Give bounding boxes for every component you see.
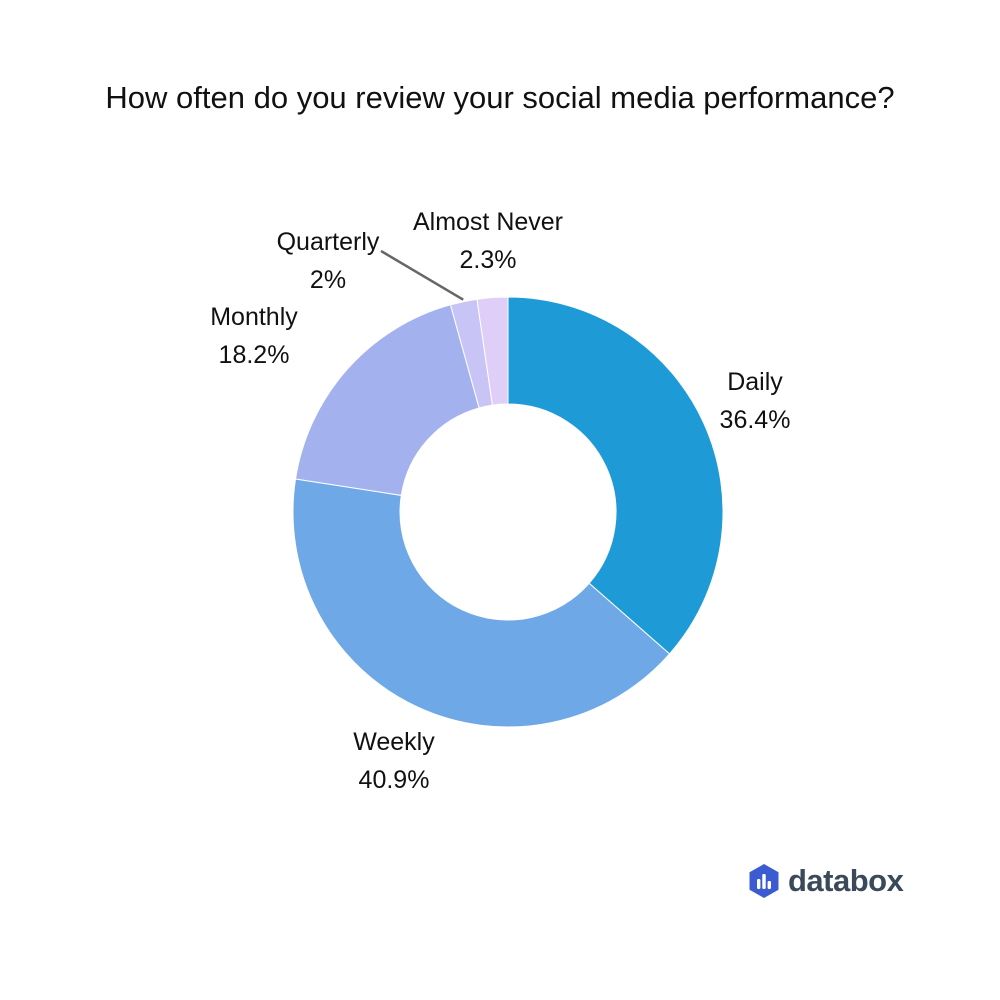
slice-almost-never [476, 296, 509, 406]
brand-logo: databox [748, 862, 904, 900]
slice-labels: Daily 36.4% Weekly 40.9% Monthly 18.2% Quarter… [210, 208, 790, 794]
brand-name: databox [788, 863, 904, 898]
slice-label-weekly: Weekly [353, 728, 435, 756]
slice-value-daily: 36.4% [720, 406, 791, 434]
leader-lines [380, 249, 464, 301]
donut-slices [292, 296, 724, 728]
chart-title: How often do you review your social medi… [105, 80, 895, 115]
slice-label-daily: Daily [727, 368, 783, 396]
slice-value-monthly: 18.2% [219, 341, 290, 369]
slice-label-quarterly: Quarterly [277, 228, 380, 256]
leader-line-quarterly [380, 249, 464, 301]
slice-daily [507, 296, 724, 655]
slice-label-monthly: Monthly [210, 303, 298, 331]
slice-value-almost-never: 2.3% [460, 246, 517, 274]
databox-logo-icon [749, 864, 779, 898]
slice-weekly [292, 478, 671, 728]
slice-value-quarterly: 2% [310, 266, 346, 294]
slice-monthly [294, 304, 480, 496]
slice-label-almost-never: Almost Never [413, 208, 563, 236]
slice-value-weekly: 40.9% [359, 766, 430, 794]
